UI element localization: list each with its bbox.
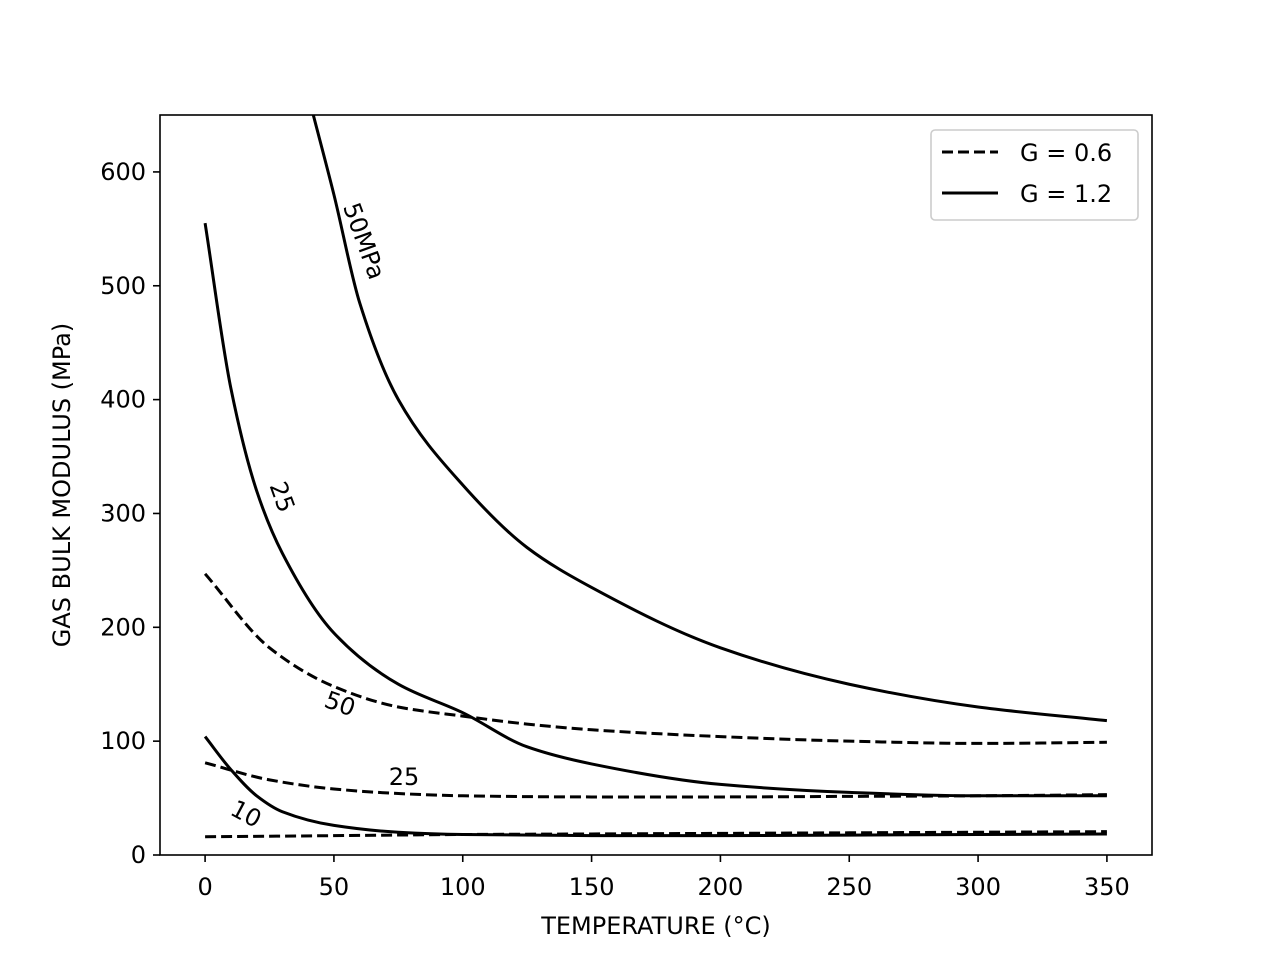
x-tick-label-250: 250 [826,873,872,901]
curve-g12-50mpa [311,115,1108,723]
y-tick-label-0: 0 [131,841,146,869]
curve-g06-50mpa [203,572,1107,745]
y-tick-label-300: 300 [100,499,146,527]
x-tick-label-150: 150 [569,873,615,901]
legend-label-g12: G = 1.2 [1020,180,1112,208]
x-tick-label-50: 50 [319,873,350,901]
y-tick-label-100: 100 [100,727,146,755]
x-tick-label-300: 300 [955,873,1001,901]
legend: G = 0.6 G = 1.2 [930,129,1139,221]
y-tick-label-600: 600 [100,158,146,186]
x-axis-title: TEMPERATURE (°C) [540,912,771,940]
x-axis: 0 50 100 150 200 250 300 350 [197,855,1130,901]
y-axis: 0 100 200 300 400 500 600 [100,158,160,869]
y-tick-label-200: 200 [100,613,146,641]
x-tick-label-350: 350 [1084,873,1130,901]
y-axis-title: GAS BULK MODULUS (MPa) [48,323,76,647]
x-tick-label-200: 200 [698,873,744,901]
plot-frame [159,114,1153,856]
curve-g12-25mpa [203,222,1107,798]
curve-g06-10mpa [205,830,1107,839]
y-tick-label-500: 500 [100,272,146,300]
legend-label-g06: G = 0.6 [1020,139,1112,167]
x-tick-label-0: 0 [197,873,212,901]
curves [203,115,1108,839]
y-tick-label-400: 400 [100,386,146,414]
curve-g06-25mpa [204,761,1107,799]
curve-label-g06-25mpa: 25 [389,763,420,791]
curve-g12-10mpa [203,735,1107,838]
x-tick-label-100: 100 [440,873,486,901]
